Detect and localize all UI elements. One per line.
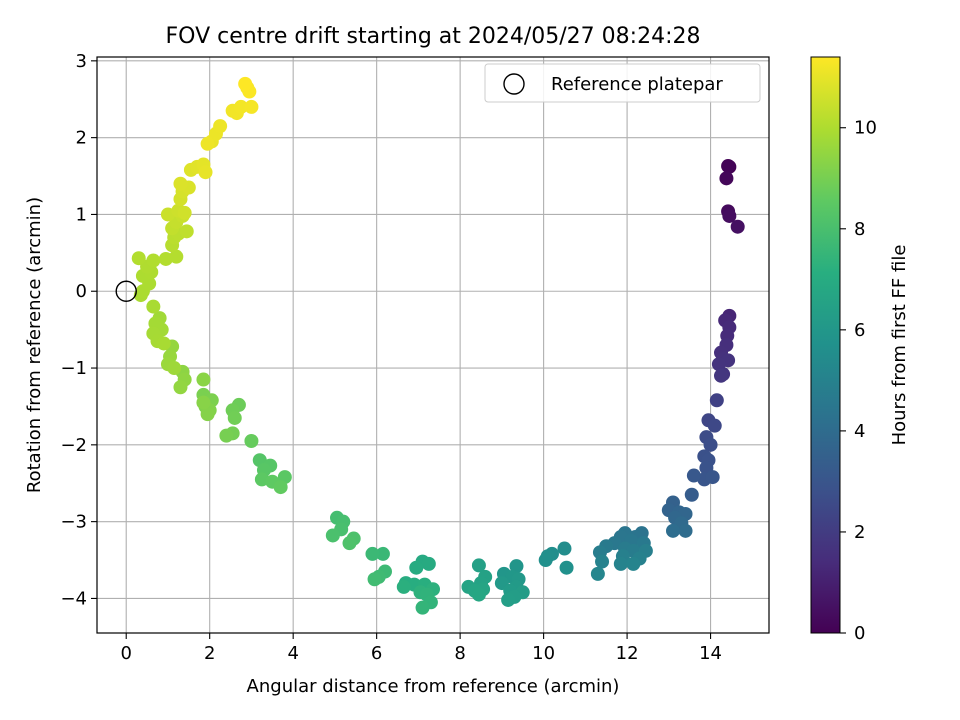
data-point xyxy=(686,468,701,483)
data-point xyxy=(714,368,728,383)
x-axis-label: Angular distance from reference (arcmin) xyxy=(247,676,620,697)
colorbar-tick-label: 0 xyxy=(854,623,865,644)
colorbar-tick-label: 2 xyxy=(854,522,865,543)
y-axis-label: Rotation from reference (arcmin) xyxy=(24,197,45,493)
data-point xyxy=(590,566,605,581)
data-point xyxy=(213,119,228,134)
grid-lines xyxy=(97,57,769,633)
data-point xyxy=(375,546,390,561)
colorbar-gradient xyxy=(810,56,841,634)
data-point xyxy=(158,251,173,266)
data-point xyxy=(200,136,215,151)
x-tick-label: 4 xyxy=(287,643,298,664)
plot-frame xyxy=(96,56,770,634)
data-point xyxy=(613,556,628,571)
data-point xyxy=(342,536,357,551)
data-point xyxy=(409,560,424,575)
x-tick-label: 2 xyxy=(204,643,215,664)
data-point xyxy=(557,541,572,556)
y-tick-label: 0 xyxy=(76,281,87,302)
data-point xyxy=(626,556,641,571)
data-point xyxy=(684,487,699,502)
data-point xyxy=(146,253,161,268)
data-point xyxy=(234,99,248,114)
data-point xyxy=(196,395,211,410)
data-point xyxy=(509,559,524,574)
y-axis-ticks: −4 −3 −2 −1 0 1 2 3 xyxy=(60,51,97,609)
data-point xyxy=(666,523,680,538)
data-point xyxy=(730,219,745,234)
legend: Reference platepar xyxy=(484,63,761,103)
data-point xyxy=(177,205,192,220)
data-point xyxy=(244,434,259,448)
y-tick-label: 1 xyxy=(76,204,87,225)
data-point xyxy=(705,470,720,485)
data-point xyxy=(131,251,146,266)
data-point xyxy=(595,554,610,569)
x-tick-label: 8 xyxy=(454,643,465,664)
data-point xyxy=(179,224,194,239)
x-tick-label: 10 xyxy=(532,643,555,664)
legend-reference-marker xyxy=(503,73,525,95)
colorbar-ticks: 0 2 4 6 8 10 xyxy=(840,118,877,644)
data-points xyxy=(115,76,745,615)
data-point xyxy=(325,528,340,543)
data-point xyxy=(703,437,718,452)
data-point xyxy=(196,372,211,387)
x-axis-ticks: 0 2 4 6 8 10 12 14 xyxy=(120,633,722,664)
data-point xyxy=(415,600,430,615)
colorbar-tick-label: 10 xyxy=(854,118,877,139)
y-tick-label: −4 xyxy=(60,588,87,609)
data-point xyxy=(146,299,161,314)
chart-title: FOV centre drift starting at 2024/05/27 … xyxy=(166,24,701,49)
x-tick-label: 0 xyxy=(120,643,131,664)
colorbar: 0 2 4 6 8 10 Hours from first FF file xyxy=(810,56,910,644)
data-point xyxy=(227,410,242,425)
data-point xyxy=(167,361,182,376)
y-tick-label: −3 xyxy=(60,512,87,533)
data-point xyxy=(678,523,693,538)
colorbar-tick-label: 4 xyxy=(854,421,865,442)
y-tick-label: 2 xyxy=(76,128,87,149)
data-point xyxy=(367,572,382,587)
data-point xyxy=(169,249,184,264)
data-point xyxy=(722,208,737,223)
colorbar-label: Hours from first FF file xyxy=(889,245,910,446)
data-point xyxy=(198,165,213,180)
data-point xyxy=(707,418,722,433)
data-point xyxy=(244,99,259,114)
data-point xyxy=(156,336,171,351)
y-tick-label: 3 xyxy=(76,51,87,72)
data-point xyxy=(709,393,724,408)
data-point xyxy=(471,587,486,602)
data-point xyxy=(396,579,411,594)
x-tick-label: 6 xyxy=(371,643,382,664)
data-point xyxy=(173,176,188,191)
reference-platepar-marker xyxy=(115,280,137,302)
data-point xyxy=(254,472,269,487)
data-point xyxy=(421,556,436,571)
data-point xyxy=(365,546,380,561)
x-tick-label: 12 xyxy=(616,643,639,664)
data-point xyxy=(219,428,234,443)
data-point xyxy=(721,159,736,174)
colorbar-tick-label: 8 xyxy=(854,219,865,240)
colorbar-tick-label: 6 xyxy=(854,320,865,341)
data-point xyxy=(273,480,288,495)
data-point xyxy=(501,592,516,607)
data-point xyxy=(719,171,734,186)
data-point xyxy=(471,558,486,573)
data-point xyxy=(238,76,253,91)
data-point xyxy=(200,407,215,422)
x-tick-label: 14 xyxy=(699,643,722,664)
y-tick-label: −2 xyxy=(60,435,87,456)
data-point xyxy=(173,380,188,395)
legend-box xyxy=(484,63,761,103)
data-point xyxy=(559,560,574,575)
data-point xyxy=(538,553,553,568)
legend-label-reference: Reference platepar xyxy=(551,74,723,95)
y-tick-label: −1 xyxy=(60,358,87,379)
